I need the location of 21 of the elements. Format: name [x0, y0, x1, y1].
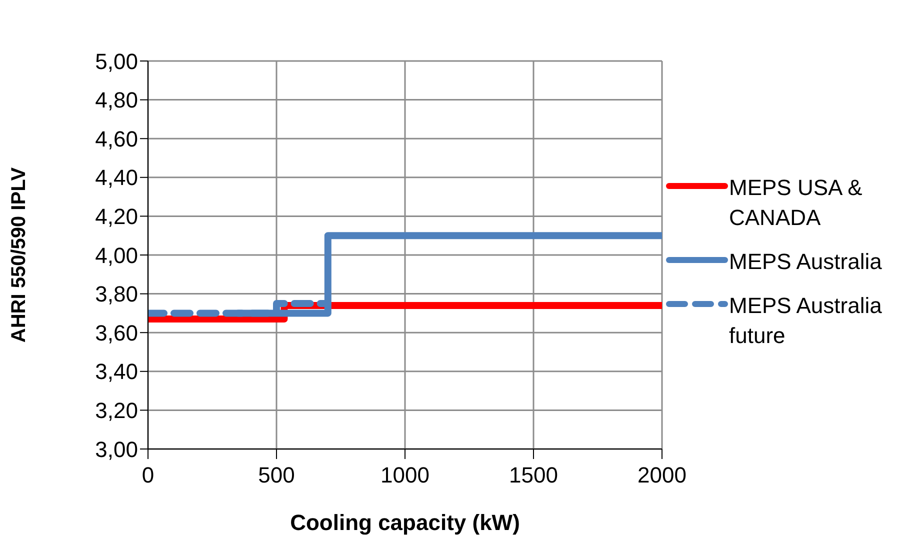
y-tick-label: 3,40 [95, 359, 138, 384]
y-tick-label: 3,00 [95, 436, 138, 462]
legend-label: MEPS Australia future [729, 292, 883, 350]
y-tick-label: 3,20 [95, 398, 138, 424]
x-tick-label: 0 [142, 462, 154, 488]
y-tick-label: 4,80 [95, 88, 138, 113]
x-tick-label: 1000 [380, 462, 430, 488]
legend-label: MEPS USA & CANADA [729, 174, 864, 232]
y-tick-label: 3,80 [95, 282, 138, 307]
y-tick-label: 5,00 [95, 48, 138, 74]
y-tick-label: 4,60 [95, 126, 138, 152]
y-tick-label: 4,40 [95, 165, 138, 190]
x-tick-label: 1500 [509, 462, 558, 488]
x-tick-label: 500 [258, 462, 295, 488]
legend-label: MEPS Australia [729, 248, 882, 276]
x-axis-title: Cooling capacity (kW) [290, 510, 520, 535]
y-axis-title: AHRI 550/590 IPLV [8, 166, 30, 343]
x-tick-label: 2000 [638, 462, 686, 488]
y-tick-label: 3,60 [95, 320, 138, 346]
y-tick-label: 4,00 [95, 242, 138, 268]
y-tick-label: 4,20 [95, 204, 138, 230]
